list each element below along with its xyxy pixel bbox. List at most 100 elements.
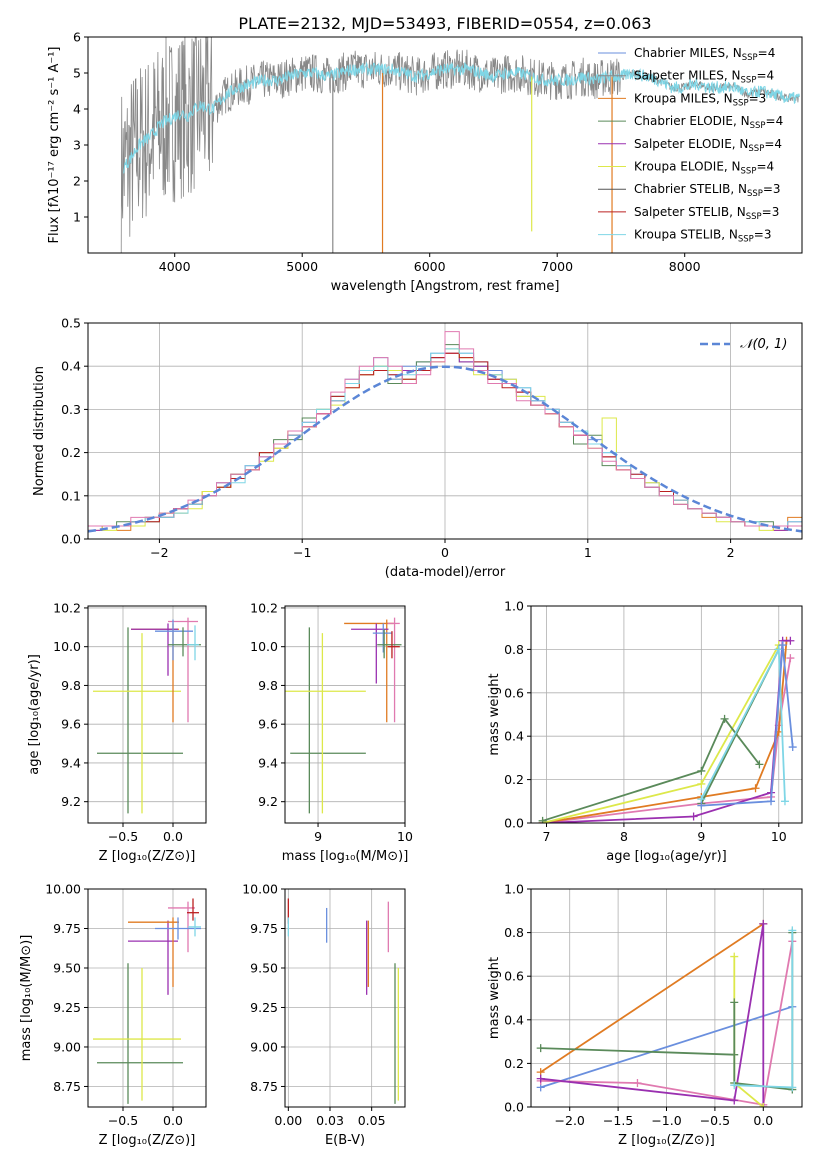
axes-frame (87, 605, 207, 824)
legend-label: Kroupa MILES, N (634, 91, 733, 105)
y-tick-label: 3 (73, 138, 81, 153)
age-vs-metallicity-panel: −0.5 0.0 9.2 9.4 9.6 9.8 10.0 10.2 Z [log₁₀(Z/Z⊙… (27, 600, 207, 864)
y-tick-label: 1.0 (504, 882, 524, 897)
plus-marker (536, 1044, 545, 1053)
x-tick-label: 0.00 (274, 1113, 302, 1128)
x-tick-label: −0.5 (108, 829, 138, 844)
y-tick-label: 0.1 (61, 488, 81, 503)
y-axis-label: Normed distribution (32, 366, 47, 496)
y-tick-label: 9.25 (250, 1000, 278, 1015)
x-tick-label: 10 (397, 829, 413, 844)
plus-marker (689, 812, 698, 821)
histogram-step-series (88, 331, 802, 527)
plus-marker (730, 1081, 739, 1090)
legend-entry: 𝒩(0, 1) (740, 337, 787, 352)
y-tick-label: 0.2 (504, 772, 524, 787)
legend-suffix: =3 (762, 205, 780, 219)
mass-weight-series-line (540, 941, 794, 1106)
age-vs-mass-panel: 9 10 9.2 9.4 9.6 9.8 10.0 10.2 mass [log₁₀(M/M⊙)… (250, 600, 413, 864)
x-tick-label: −1.0 (651, 1113, 681, 1128)
x-axis-label: Z [log₁₀(Z/Z⊙)] (99, 1133, 196, 1148)
legend-subscript: SSP (746, 212, 762, 222)
y-tick-label: 9.8 (61, 678, 81, 693)
x-axis-label: mass [log₁₀(M/M⊙)] (282, 849, 409, 864)
x-tick-label: 5000 (286, 259, 318, 274)
plus-marker (730, 1096, 739, 1105)
x-tick-label: −0.5 (108, 1113, 138, 1128)
y-tick-label: 9.50 (53, 960, 81, 975)
x-tick-label: 9 (697, 829, 705, 844)
x-tick-label: 8000 (669, 259, 701, 274)
y-tick-label: 8.75 (250, 1079, 278, 1094)
residuals-panel: −2 −1 0 1 2 0.0 0.1 0.2 0.3 0.4 0.5 (data-model)/er… (32, 316, 803, 580)
y-tick-label: 0.2 (504, 1056, 524, 1071)
y-tick-label: 10.0 (53, 639, 81, 654)
legend-suffix: =4 (764, 137, 782, 151)
x-tick-label: 0.0 (163, 829, 183, 844)
plus-marker (730, 952, 739, 961)
plus-marker (759, 1103, 768, 1107)
x-tick-label: 6000 (414, 259, 446, 274)
plus-marker (751, 784, 760, 793)
plus-marker (755, 760, 764, 769)
y-axis-label: mass [log₁₀(M/M⊙)] (19, 935, 34, 1062)
legend-label: Kroupa ELODIE, N (634, 160, 741, 174)
axes-frame (284, 605, 406, 824)
plot-area (93, 617, 201, 814)
legend-suffix: =4 (766, 114, 784, 128)
x-tick-label: −1 (293, 545, 311, 560)
legend-entry: Chabrier STELIB, NSSP=3 (634, 182, 781, 199)
legend-entry: Salpeter ELODIE, NSSP=4 (634, 137, 782, 154)
x-axis-label: Z [log₁₀(Z/Z⊙)] (99, 849, 196, 864)
y-tick-label: 4 (73, 102, 81, 117)
legend-entry: Kroupa STELIB, NSSP=3 (634, 228, 772, 245)
plot-area (285, 617, 402, 814)
normal-distribution-curve (88, 365, 802, 533)
plus-marker (788, 743, 797, 752)
plot-area (538, 636, 797, 823)
plus-marker (730, 998, 739, 1007)
plus-marker (778, 641, 787, 650)
legend-subscript: SSP (741, 76, 757, 86)
legend-subscript: SSP (748, 144, 764, 154)
y-tick-label: 0.4 (61, 359, 81, 374)
legend-label: Salpeter MILES, N (634, 69, 741, 83)
legend-subscript: SSP (741, 167, 757, 177)
legend-subscript: SSP (742, 53, 758, 63)
x-tick-label: 10 (771, 829, 787, 844)
mass-weight-series-line (542, 639, 791, 823)
plot-area (120, 37, 800, 253)
y-tick-label: 2 (73, 174, 81, 189)
y-tick-label: 9.8 (258, 678, 278, 693)
plus-marker (786, 654, 795, 663)
x-tick-label: 0.05 (358, 1113, 386, 1128)
legend-entry: Kroupa ELODIE, NSSP=4 (634, 160, 774, 177)
legend-label: Chabrier ELODIE, N (634, 114, 750, 128)
plus-marker (788, 926, 797, 935)
y-tick-label: 10.00 (45, 882, 81, 897)
y-tick-label: 0.0 (61, 532, 81, 547)
legend-label: Kroupa STELIB, N (634, 228, 738, 242)
y-axis-label: mass weight (487, 957, 502, 1039)
mass-weight-vs-metallicity-panel: −2.0 −1.5 −1.0 −0.5 0.0 0.0 0.2 0.4 0.6 0.8 1.0 Z [… (487, 882, 803, 1148)
plot-area (287, 898, 399, 1104)
model-spectrum-line (123, 61, 800, 174)
axes-frame (284, 888, 406, 1108)
y-tick-label: 9.2 (61, 794, 81, 809)
y-tick-label: 0.0 (504, 1100, 524, 1115)
legend-subscript: SSP (738, 235, 754, 245)
plus-marker (697, 779, 706, 788)
y-tick-label: 9.50 (250, 960, 278, 975)
mass-weight-series-line (540, 923, 764, 1073)
plot-area (536, 919, 797, 1107)
x-tick-label: 8 (620, 829, 628, 844)
x-axis-label: age [log₁₀(age/yr)] (606, 849, 727, 864)
y-axis-label: mass weight (487, 673, 502, 755)
mass-vs-metallicity-panel: −0.5 0.0 8.75 9.00 9.25 9.50 9.75 10.00 Z [log₁₀… (19, 882, 207, 1148)
y-tick-label: 0.3 (61, 402, 81, 417)
y-tick-label: 9.00 (53, 1039, 81, 1054)
y-tick-label: 10.2 (53, 600, 81, 615)
y-tick-label: 9.6 (61, 717, 81, 732)
